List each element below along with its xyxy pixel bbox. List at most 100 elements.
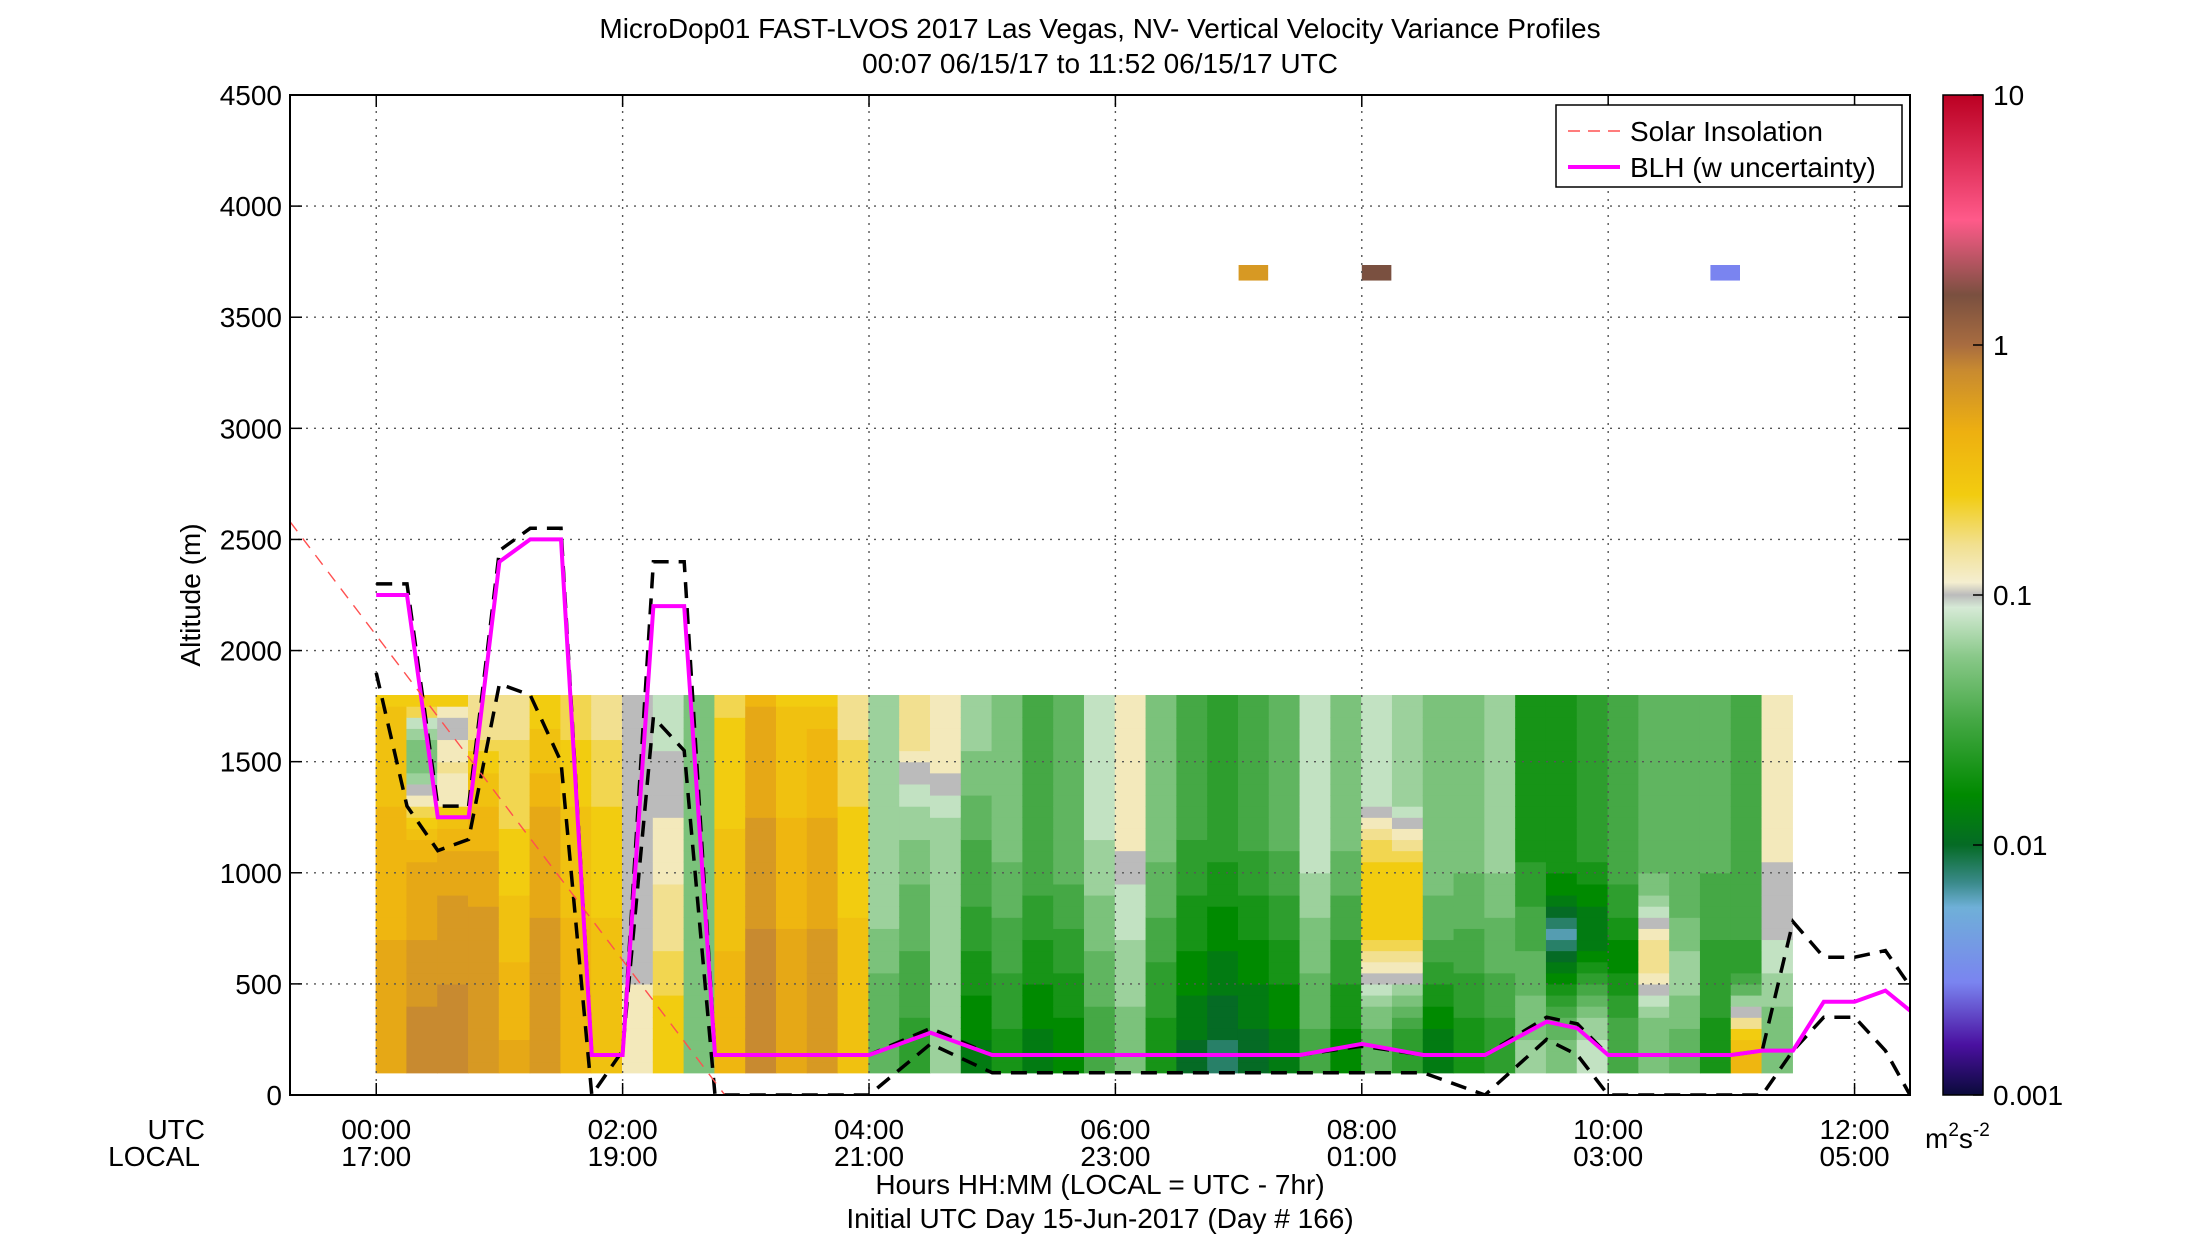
- variance-cell: [1699, 706, 1732, 718]
- variance-cell: [1515, 939, 1547, 952]
- variance-cell: [437, 895, 469, 907]
- variance-cell: [1053, 983, 1085, 996]
- variance-cell: [468, 950, 500, 963]
- variance-cell: [868, 995, 900, 1007]
- variance-cell: [1453, 795, 1485, 807]
- variance-cell: [375, 1061, 408, 1074]
- variance-cell: [1022, 972, 1054, 985]
- variance-cell: [1237, 906, 1270, 918]
- variance-cell: [1361, 728, 1393, 741]
- variance-cell: [991, 806, 1023, 818]
- variance-cell: [1576, 839, 1609, 852]
- variance-cell: [1422, 861, 1455, 874]
- variance-cell: [1484, 1061, 1516, 1074]
- variance-cell: [991, 872, 1023, 885]
- variance-cell: [1083, 739, 1116, 752]
- colorbar-tick-label: 10: [1993, 80, 2024, 111]
- variance-cell: [1638, 961, 1670, 974]
- variance-cell: [406, 972, 438, 985]
- variance-cell: [776, 783, 808, 796]
- variance-cell: [714, 917, 746, 929]
- variance-cell: [1730, 695, 1763, 707]
- variance-cell: [437, 872, 469, 885]
- variance-cell: [1330, 828, 1362, 841]
- variance-cell: [1176, 972, 1208, 985]
- variance-cell: [1607, 972, 1639, 985]
- variance-cell: [960, 972, 993, 985]
- variance-cell: [498, 695, 531, 707]
- variance-cell: [806, 783, 839, 796]
- variance-cell: [1699, 728, 1732, 741]
- y-tick-label: 4000: [220, 191, 282, 222]
- variance-cell: [1699, 1039, 1732, 1052]
- variance-cell: [1053, 917, 1085, 929]
- variance-cell: [1022, 739, 1054, 752]
- variance-cell: [529, 828, 562, 841]
- variance-cell: [683, 1017, 716, 1029]
- variance-cell: [1699, 950, 1732, 963]
- variance-cell: [1699, 906, 1732, 918]
- variance-cell: [1114, 872, 1147, 885]
- variance-cell: [1299, 806, 1331, 818]
- variance-cell: [406, 839, 438, 852]
- variance-cell: [1391, 972, 1424, 985]
- variance-cell: [683, 950, 716, 963]
- variance-cell: [960, 695, 993, 707]
- variance-cell: [1484, 772, 1516, 785]
- variance-cell: [1453, 917, 1485, 929]
- variance-cell: [1638, 995, 1670, 1007]
- variance-cell: [1330, 895, 1362, 907]
- variance-cell: [1022, 1006, 1054, 1018]
- variance-cell: [1453, 695, 1485, 707]
- variance-cell: [714, 1017, 746, 1029]
- variance-cell: [1391, 695, 1424, 707]
- variance-cell: [683, 995, 716, 1007]
- variance-cell: [899, 983, 931, 996]
- variance-cell: [776, 983, 808, 996]
- variance-cell: [1176, 1061, 1208, 1074]
- variance-cell: [622, 1017, 654, 1029]
- variance-cell: [1730, 1061, 1763, 1074]
- variance-cell: [929, 883, 962, 896]
- variance-cell: [1515, 783, 1547, 796]
- variance-cell: [1422, 828, 1455, 841]
- variance-cell: [1330, 839, 1362, 852]
- variance-cell: [776, 895, 808, 907]
- variance-cell: [806, 817, 839, 829]
- variance-cell: [837, 772, 869, 785]
- variance-cell: [837, 950, 869, 963]
- variance-cell: [560, 983, 592, 996]
- variance-cell: [1330, 1050, 1362, 1063]
- variance-cell: [1237, 1028, 1270, 1041]
- variance-cell: [1114, 783, 1147, 796]
- variance-cell: [1145, 806, 1177, 818]
- variance-cell: [1207, 795, 1239, 807]
- variance-cell: [529, 995, 562, 1007]
- x-row-label-utc: UTC: [147, 1114, 205, 1145]
- variance-cell: [1268, 995, 1301, 1007]
- variance-cell: [498, 1006, 531, 1018]
- variance-cell: [498, 1017, 531, 1029]
- variance-cell: [591, 806, 623, 818]
- variance-cell: [929, 806, 962, 818]
- variance-cell: [375, 850, 408, 863]
- variance-cell: [1607, 828, 1639, 841]
- variance-cell: [745, 861, 777, 874]
- variance-cell: [899, 906, 931, 918]
- variance-cell: [560, 1006, 592, 1018]
- variance-cell: [1391, 917, 1424, 929]
- variance-cell: [1422, 783, 1455, 796]
- variance-cell: [1176, 928, 1208, 941]
- variance-cell: [1699, 761, 1732, 774]
- variance-cell: [1484, 728, 1516, 741]
- variance-cell: [1669, 839, 1701, 852]
- variance-cell: [1268, 772, 1301, 785]
- variance-cell: [1022, 795, 1054, 807]
- variance-cell: [498, 939, 531, 952]
- variance-cell: [1699, 717, 1732, 729]
- variance-cell: [1361, 828, 1393, 841]
- variance-cell: [991, 1028, 1023, 1041]
- variance-cell: [1638, 750, 1670, 763]
- variance-cell: [1453, 739, 1485, 752]
- variance-cell: [591, 695, 623, 707]
